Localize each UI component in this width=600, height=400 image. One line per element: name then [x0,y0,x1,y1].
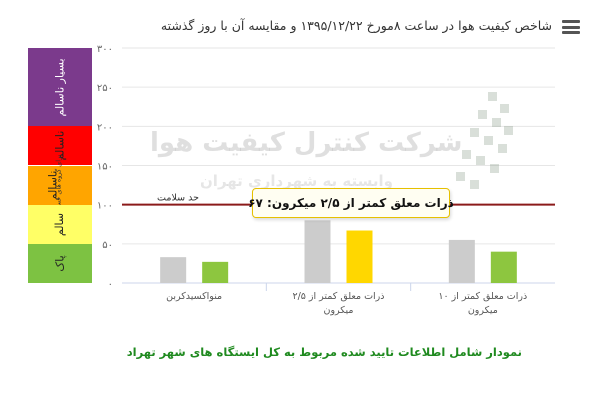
chart-title: شاخص کیفیت هوا در ساعت ۸مورخ ۱۳۹۵/۱۲/۲۲ … [160,18,552,33]
bar [490,251,517,283]
watermark-logo-block [492,118,501,127]
x-category-label: میکرون [323,305,353,316]
watermark-logo-block [490,164,499,173]
y-tick-label: ۱۰۰ [97,201,113,212]
watermark-logo-block [470,128,479,137]
chart-footnote: نمودار شامل اطلاعات تایید شده مربوط به ک… [126,345,522,359]
bar [346,230,373,283]
y-tick-label: ۵۰ [102,240,113,251]
watermark-logo-block [456,172,465,181]
watermark-logo-block [462,150,471,159]
y-tick-label: ۱۵۰ [97,162,113,173]
watermark-logo-block [498,144,507,153]
aqi-band: ناسالم [28,126,92,166]
y-tick-label: ۰ [108,279,113,290]
x-category-label: منواکسیدکربن [166,291,222,302]
x-category-label: ذرات معلق کمتر از ۱۰ [438,291,527,302]
aqi-band: بسیار ناسالم [28,48,92,127]
bar [448,239,475,283]
watermark-logo-block [488,92,497,101]
watermark-company: شرکت کنترل کیفیت هوا [150,128,463,158]
bar [160,257,187,283]
watermark-subtitle: وابسته به شهرداری تهران [200,172,393,190]
aqi-band: سالم [28,204,92,244]
bar [202,261,229,283]
watermark-logo-block [476,156,485,165]
watermark-logo-block [484,136,493,145]
watermark-logo-block [500,104,509,113]
bar [304,220,331,283]
aqi-band-panel: بسیار ناسالم ناسالم ناسالم برای گروه های حس… [28,48,92,298]
aqi-band: ناسالم برای گروه های حساس [28,154,92,216]
watermark-logo-block [478,110,487,119]
y-tick-label: ۳۰۰ [97,44,113,55]
aqi-band: پاک [28,243,92,283]
watermark-logo-block [470,180,479,189]
watermark-logo-block [504,126,513,135]
x-category-label: ذرات معلق کمتر از ۲/۵ [293,291,385,302]
reference-line-label: حد سلامت [157,193,199,204]
y-tick-label: ۲۰۰ [97,122,113,133]
y-tick-label: ۲۵۰ [97,83,113,94]
bar-tooltip: ذرات معلق کمتر از ۲/۵ میکرون: ۶۷ [248,188,454,218]
x-category-label: میکرون [468,305,498,316]
menu-icon[interactable] [562,20,580,34]
